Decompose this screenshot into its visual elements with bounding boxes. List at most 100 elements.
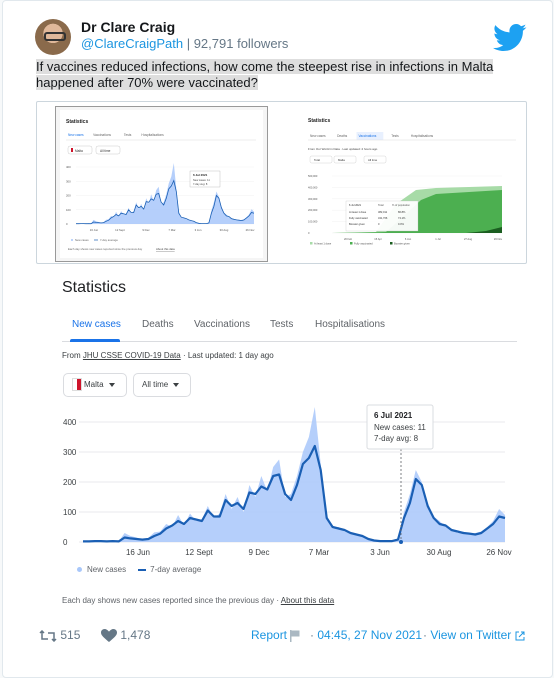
- avg-legend-swatch: [138, 568, 147, 571]
- tab-hospitalisations[interactable]: Hospitalisations: [315, 319, 386, 330]
- tab-deaths[interactable]: Deaths: [142, 319, 174, 330]
- retweet-count: 515: [60, 628, 81, 642]
- chart-legend: New cases 7-day average: [77, 565, 201, 574]
- thumbnail-vaccinations[interactable]: Statistics New cases Deaths Vaccinations Te…: [306, 114, 521, 248]
- thumb1-range: All time: [100, 149, 111, 153]
- author-name[interactable]: Dr Clare Craig: [81, 19, 176, 35]
- tab-tests[interactable]: Tests: [270, 319, 294, 330]
- thumb2-x-tick: 1 Jul: [435, 237, 441, 241]
- thumb2-source: From Our World in Data · Last updated: 2…: [308, 147, 378, 151]
- thumb2-y-tick: 200,000: [308, 208, 318, 212]
- source-link[interactable]: JHU CSSE COVID-19 Data: [82, 351, 181, 360]
- thumb1-y-tick: 0: [66, 222, 68, 226]
- thumb1-tab: Hospitalisations: [141, 133, 164, 137]
- thumb1-footnote: Each day shows new cases reported since …: [68, 247, 143, 251]
- tweet-media[interactable]: Statistics New cases Vaccinations Tests Hos…: [36, 101, 527, 264]
- thumb1-tabs: New cases Vaccinations Tests Hospitalisatio…: [68, 133, 164, 137]
- thumb2-x-tick: 6 Jun: [405, 237, 412, 241]
- thumb2-tooltip-col2: % of population: [392, 203, 410, 207]
- tab-vaccinations[interactable]: Vaccinations: [194, 319, 250, 330]
- retweet-icon: [39, 629, 57, 642]
- thumb1-title: Statistics: [66, 119, 88, 125]
- thumb1-y-tick: 100: [66, 208, 71, 212]
- thumb1-tab: Tests: [124, 133, 132, 137]
- statistics-panel: Statistics New cases Deaths Vaccinations…: [37, 265, 525, 615]
- tweet-text: If vaccines reduced infections, how come…: [36, 59, 494, 90]
- statistics-title: Statistics: [62, 279, 127, 296]
- chart-footnote: Each day shows new cases reported since …: [62, 596, 335, 605]
- new-cases-chart[interactable]: 0 100 200 300 400 16 Jun 12 Sept 9 Dec 7 Mar 3 J…: [37, 397, 525, 597]
- range-value: All time: [142, 380, 169, 389]
- tooltip-date: 6 Jul 2021: [374, 411, 413, 420]
- thumb2-tooltip-total: 0: [378, 222, 380, 226]
- timestamp-group: · 04:45, 27 Nov 2021: [310, 628, 423, 642]
- report-label: Report: [251, 628, 288, 642]
- thumb2-tab: Hospitalisations: [411, 134, 434, 138]
- thumb2-chip: Total: [314, 158, 320, 162]
- twitter-bird-icon[interactable]: [493, 23, 527, 53]
- stats-tabs: New cases Deaths Vaccinations Tests Hosp…: [62, 317, 517, 342]
- x-axis-ticks: 16 Jun 12 Sept 9 Dec 7 Mar 3 Jun 30 Aug 26 Nov: [126, 548, 512, 557]
- thumb1-tooltip-cases: New cases: 11: [193, 178, 210, 182]
- like-count: 1,478: [120, 628, 151, 642]
- x-tick-label: 26 Nov: [486, 548, 511, 557]
- thumb2-tab: Tests: [391, 134, 399, 138]
- thumb2-tooltip-rows: At least 1 dose 382,011 86.8% Fully vaccina…: [349, 210, 406, 226]
- author-avatar[interactable]: [35, 19, 71, 55]
- range-select[interactable]: All time: [133, 373, 191, 397]
- x-tick-label: 7 Mar: [309, 548, 330, 557]
- chevron-down-icon: [108, 382, 115, 387]
- thumb2-y-tick: 100,000: [308, 220, 318, 224]
- y-tick-label: 100: [63, 508, 77, 517]
- y-tick-label: 400: [63, 418, 77, 427]
- retweet-button[interactable]: 515: [39, 628, 80, 642]
- x-tick-label: 12 Sept: [185, 548, 213, 557]
- view-on-twitter-link[interactable]: · View on Twitter: [423, 628, 525, 642]
- thumb2-chip: Malta: [338, 158, 345, 162]
- data-source: From JHU CSSE COVID-19 Data · Last updat…: [62, 351, 274, 360]
- report-link[interactable]: Report: [251, 628, 300, 642]
- y-tick-label: 300: [63, 448, 77, 457]
- thumb2-x-tick: 26 Nov: [494, 237, 503, 241]
- thumb1-y-tick: 400: [66, 165, 71, 169]
- external-link-icon: [515, 631, 525, 641]
- thumb1-x-tick: 12 Sept: [115, 228, 125, 232]
- thumb2-filters: Total Malta All time: [309, 155, 387, 164]
- thumb2-tooltip-total: 382,011: [378, 210, 388, 214]
- thumb1-x-tick: 3 Jun: [195, 228, 202, 232]
- y-tick-label: 200: [63, 478, 77, 487]
- thumb2-legend-item: Fully vaccinated: [354, 242, 373, 246]
- thumb2-title: Statistics: [308, 118, 330, 124]
- thumb1-footnote-link[interactable]: About this data: [156, 247, 175, 251]
- thumb2-legend-item: At least 1 dose: [314, 242, 332, 246]
- thumb2-x-tick: 15 Apr: [374, 237, 382, 241]
- about-data-link[interactable]: About this data: [280, 596, 335, 605]
- tweet-timestamp[interactable]: 04:45, 27 Nov 2021: [317, 628, 423, 642]
- thumb2-y-tick: 500,000: [308, 174, 318, 178]
- thumb2-y-tick: 300,000: [308, 197, 318, 201]
- tab-new-cases[interactable]: New cases: [72, 319, 121, 330]
- thumbnail-new-cases[interactable]: Statistics New cases Vaccinations Tests Hos…: [55, 106, 268, 262]
- malta-flag-icon: [72, 378, 82, 392]
- thumb1-x-tick: 7 Mar: [168, 228, 175, 232]
- thumb1-x-tick: 30 Aug: [220, 228, 229, 232]
- new-cases-area: [83, 407, 505, 542]
- thumb2-tab: Vaccinations: [359, 134, 377, 138]
- thumb1-legend-cases: New cases: [75, 238, 89, 242]
- thumb2-legend: At least 1 dose Fully vaccinated Booster g…: [310, 242, 410, 246]
- x-tick-label: 16 Jun: [126, 548, 150, 557]
- country-select[interactable]: Malta: [63, 373, 127, 397]
- seven-day-average-line: [83, 444, 506, 543]
- separator: |: [186, 36, 194, 51]
- author-handle[interactable]: @ClareCraigPath: [81, 36, 184, 51]
- thumb1-tab: New cases: [68, 133, 84, 137]
- y-axis-ticks: 0 100 200 300 400: [63, 418, 77, 547]
- thumb2-tooltip-percent: 86.8%: [398, 210, 406, 214]
- thumb1-legend-avg: 7-day average: [100, 238, 118, 242]
- x-tick-label: 9 Dec: [249, 548, 270, 557]
- chevron-down-icon: [173, 382, 180, 387]
- new-cases-legend-swatch: [77, 567, 82, 573]
- like-button[interactable]: 1,478: [101, 628, 150, 643]
- thumb1-country: Malta: [75, 149, 83, 153]
- country-value: Malta: [84, 380, 104, 389]
